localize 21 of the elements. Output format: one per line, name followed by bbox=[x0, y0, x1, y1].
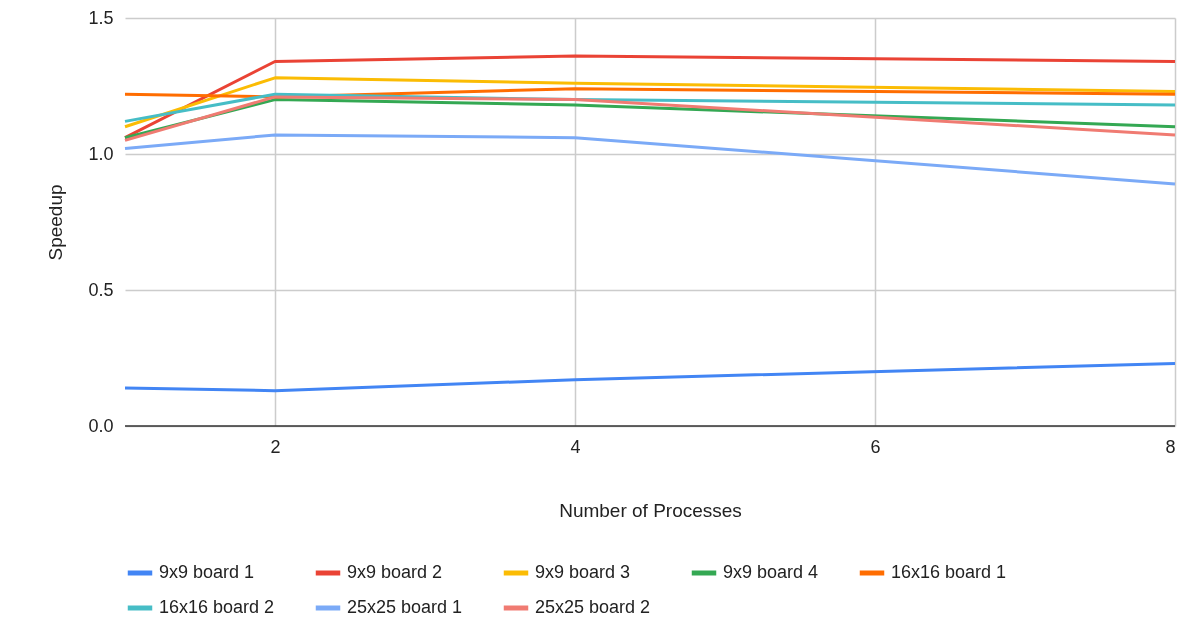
y-tick-label: 1.0 bbox=[88, 143, 114, 164]
x-tick-label: 4 bbox=[570, 436, 581, 457]
y-tick-label: 1.5 bbox=[88, 7, 114, 28]
y-axis-title: Speedup bbox=[45, 184, 67, 261]
y-tick-label: 0.5 bbox=[88, 279, 114, 300]
x-tick-label: 6 bbox=[870, 436, 881, 457]
legend-label: 25x25 board 1 bbox=[347, 597, 463, 617]
x-tick-label: 8 bbox=[1165, 436, 1176, 457]
legend-label: 9x9 board 3 bbox=[535, 562, 631, 582]
x-axis-title: Number of Processes bbox=[559, 499, 742, 521]
legend-label: 9x9 board 1 bbox=[159, 562, 255, 582]
legend-label: 16x16 board 1 bbox=[891, 562, 1007, 582]
line-series bbox=[123, 76, 1177, 129]
legend-label: 9x9 board 2 bbox=[347, 562, 443, 582]
y-tick-label: 0.0 bbox=[88, 415, 114, 436]
legend-label: 9x9 board 4 bbox=[723, 562, 819, 582]
line-series bbox=[123, 361, 1177, 393]
legend-label: 16x16 board 2 bbox=[159, 597, 275, 617]
line-series bbox=[123, 133, 1177, 186]
legend-label: 25x25 board 2 bbox=[535, 597, 651, 617]
x-tick-label: 2 bbox=[270, 436, 281, 457]
